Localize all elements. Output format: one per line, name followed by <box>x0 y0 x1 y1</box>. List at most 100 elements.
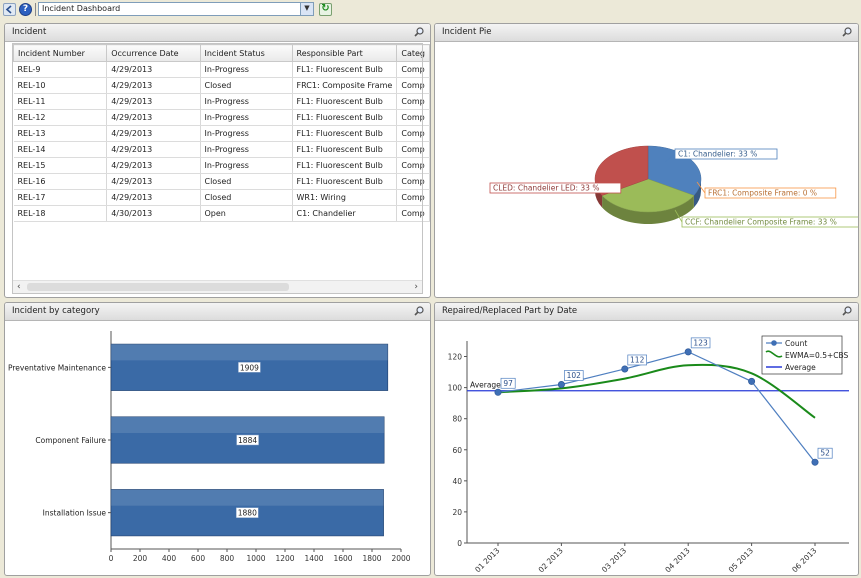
column-header[interactable]: Responsible Part <box>291 44 398 62</box>
zoom-icon[interactable] <box>414 306 424 316</box>
table-cell: 4/29/2013 <box>106 189 201 206</box>
column-header[interactable]: Categ <box>396 44 430 62</box>
panel-header: Repaired/Replaced Part by Date <box>435 303 858 321</box>
zoom-icon[interactable] <box>842 306 852 316</box>
table-cell: REL-18 <box>13 205 108 222</box>
dashboard-select[interactable]: Incident Dashboard ▼ <box>38 2 314 16</box>
pie-label: CCF: Chandelier Composite Frame: 33 % <box>674 209 858 228</box>
column-header[interactable]: Occurrence Date <box>106 44 201 62</box>
table-cell: 4/29/2013 <box>106 93 201 110</box>
x-tick-label: 800 <box>220 554 235 563</box>
x-tick-label: 400 <box>162 554 177 563</box>
table-row[interactable]: REL-17 4/29/2013 Closed WR1: Wiring Comp <box>13 189 430 206</box>
table-cell: Open <box>200 205 293 222</box>
pie-label-box <box>681 216 858 228</box>
pie-label: FRC1: Composite Frame: 0 % <box>696 181 837 199</box>
table-row[interactable]: REL-11 4/29/2013 In-Progress FL1: Fluoresce… <box>13 93 430 110</box>
table-cell: In-Progress <box>200 61 293 78</box>
table-cell: REL-11 <box>13 93 108 110</box>
table-row[interactable]: REL-10 4/29/2013 Closed FRC1: Composite Fra… <box>13 77 430 94</box>
zoom-icon[interactable] <box>842 27 852 37</box>
y-tick-label: 40 <box>452 477 462 486</box>
x-tick-label: 01 2013 <box>473 546 501 574</box>
table-row[interactable]: REL-16 4/29/2013 Closed FL1: Fluorescent Bu… <box>13 173 430 190</box>
table-cell: Comp <box>396 173 430 190</box>
repaired-part-panel: Repaired/Replaced Part by Date 0 20 40 60 80… <box>434 302 859 576</box>
legend-marker-count <box>771 340 777 346</box>
panel-title: Incident by category <box>12 306 100 316</box>
table-cell: Comp <box>396 189 430 206</box>
table-row[interactable]: REL-9 4/29/2013 In-Progress FL1: Fluorescen… <box>13 61 430 78</box>
count-point <box>621 365 629 373</box>
panel-header: Incident Pie <box>435 24 858 42</box>
table-row[interactable]: REL-14 4/29/2013 In-Progress FL1: Fluoresce… <box>13 141 430 158</box>
table-row[interactable]: REL-15 4/29/2013 In-Progress FL1: Fluoresce… <box>13 157 430 174</box>
column-header[interactable]: Incident Status <box>199 44 293 62</box>
incident-panel: Incident Incident Number Occurrence Date… <box>4 23 431 298</box>
pie-leader-line <box>664 153 676 163</box>
legend-swatch-ewma <box>765 350 783 358</box>
x-tick-label: 1800 <box>362 554 381 563</box>
table-cell: REL-12 <box>13 109 108 126</box>
panel-header: Incident <box>5 24 430 42</box>
x-tick-label: 1000 <box>246 554 265 563</box>
dashboard-select-value: Incident Dashboard <box>42 4 121 13</box>
x-tick-label: 02 2013 <box>537 546 565 574</box>
back-icon[interactable] <box>3 3 16 16</box>
table-row[interactable]: REL-18 4/30/2013 Open C1: Chandelier Comp <box>13 205 430 222</box>
bar-highlight <box>111 344 388 361</box>
table-cell: REL-10 <box>13 77 108 94</box>
zoom-icon[interactable] <box>414 27 424 37</box>
table-cell: 4/29/2013 <box>106 61 201 78</box>
scroll-right-icon[interactable]: › <box>414 282 418 292</box>
pie-label: CLED: Chandelier LED: 33 % <box>489 179 622 194</box>
data-label: 52 <box>820 449 830 458</box>
bar-value-box <box>236 434 259 446</box>
table-cell: Comp <box>396 109 430 126</box>
table-cell: FL1: Fluorescent Bulb <box>292 109 398 126</box>
table-cell: Comp <box>396 125 430 142</box>
help-icon[interactable]: ? <box>19 3 32 16</box>
chevron-down-icon[interactable]: ▼ <box>300 3 313 15</box>
x-tick-label: 200 <box>133 554 148 563</box>
x-tick-label: 1200 <box>275 554 294 563</box>
table-row[interactable]: REL-13 4/29/2013 In-Progress FL1: Fluoresce… <box>13 125 430 142</box>
table-cell: Comp <box>396 157 430 174</box>
table-cell: 4/29/2013 <box>106 141 201 158</box>
panel-title: Incident <box>12 27 47 37</box>
data-label: 97 <box>503 379 513 388</box>
bar-value-label: 1884 <box>238 436 257 445</box>
pie-leader-line <box>696 181 706 194</box>
table-cell: REL-13 <box>13 125 108 142</box>
scroll-left-icon[interactable]: ‹ <box>17 282 21 292</box>
column-header[interactable]: Incident Number <box>12 44 108 62</box>
table-cell: In-Progress <box>200 125 293 142</box>
data-label-box <box>817 447 833 459</box>
table-cell: In-Progress <box>200 141 293 158</box>
y-tick-label: 60 <box>452 446 462 455</box>
x-tick-label: 03 2013 <box>600 546 628 574</box>
table-cell: FL1: Fluorescent Bulb <box>292 61 398 78</box>
x-tick-label: 06 2013 <box>790 546 818 574</box>
horizontal-scrollbar[interactable]: ‹ › <box>13 280 422 293</box>
data-label: 112 <box>630 355 645 364</box>
bar-value-label: 1909 <box>240 363 259 372</box>
incident-category-panel: Incident by category 0 200 400 600 800 1000 12… <box>4 302 431 576</box>
refresh-icon[interactable]: ↻ <box>319 3 332 16</box>
table-cell: Comp <box>396 93 430 110</box>
table-row[interactable]: REL-12 4/29/2013 In-Progress FL1: Fluoresce… <box>13 109 430 126</box>
pie-leader-line <box>674 209 683 223</box>
table-cell: Closed <box>200 77 293 94</box>
scrollbar-thumb[interactable] <box>27 283 289 291</box>
pie-chart: C1: Chandelier: 33 % FRC1: Composite Fram… <box>489 145 858 228</box>
data-label-box <box>690 337 711 349</box>
bar-highlight <box>111 416 385 434</box>
count-point <box>811 458 819 466</box>
chart-legend: Count EWMA=0.5+CBS Average <box>761 335 849 375</box>
x-tick-label: 04 2013 <box>663 546 691 574</box>
y-tick-label: 100 <box>448 384 463 393</box>
table-cell: REL-9 <box>13 61 108 78</box>
x-tick-label: 0 <box>109 554 114 563</box>
data-label-box <box>564 370 584 381</box>
count-series-line <box>497 351 816 463</box>
